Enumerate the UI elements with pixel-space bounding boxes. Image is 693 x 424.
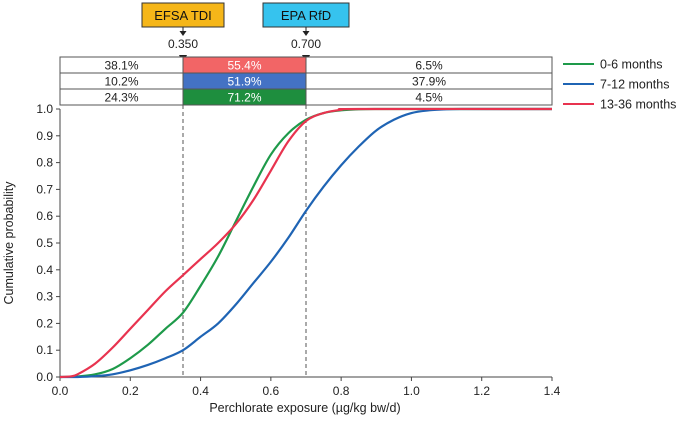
y-tick-label: 0.1 [36, 343, 53, 357]
table-cell-below-tdi: 10.2% [104, 75, 138, 89]
table-cell-below-tdi: 38.1% [104, 59, 138, 73]
series-line-7-12-months [59, 107, 552, 379]
efsa-tdi-callout-arrowhead [179, 31, 187, 36]
table-cell-above-rfd: 37.9% [412, 75, 446, 89]
y-tick-label: 0.8 [36, 156, 53, 170]
y-tick-label: 0.9 [36, 129, 53, 143]
summary-table: 38.1% 55.4% 6.5% 10.2% 51.9% 37.9% 24.3% 71.2% 4… [59, 56, 553, 106]
axes: 0.0 0.1 0.2 0.3 0.4 0.5 0.6 0.7 0.8 0.9 1.0 0.0 0.2 0… [36, 102, 560, 398]
table-band-fill [183, 89, 306, 105]
series-lines [59, 107, 553, 379]
legend-label: 0-6 months [600, 58, 663, 72]
y-tick-label: 1.0 [36, 102, 53, 116]
efsa-tdi-callout-box [141, 2, 225, 28]
table-cell-above-rfd: 4.5% [415, 91, 443, 105]
y-tick-label: 0.0 [36, 370, 53, 384]
y-tick-label: 0.7 [36, 182, 53, 196]
table-band-fill [183, 57, 306, 73]
efsa-tdi-value-label: 0.350 [168, 37, 198, 51]
x-tick-label: 0.6 [263, 384, 280, 398]
table-cell-between: 51.9% [227, 75, 261, 89]
x-tick-label: 1.4 [544, 384, 561, 398]
y-tick-label: 0.4 [36, 263, 53, 277]
reference-callouts: EFSA TDI 0.350 EPA RfD 0.700 [141, 2, 350, 63]
x-tick-label: 1.0 [403, 384, 420, 398]
y-tick-label: 0.5 [36, 236, 53, 250]
y-tick-label: 0.3 [36, 290, 53, 304]
epa-rfd-callout-label: EPA RfD [281, 8, 331, 23]
epa-rfd-callout-box [262, 2, 350, 28]
x-tick-label: 0.8 [333, 384, 350, 398]
legend-label: 13-36 months [600, 98, 676, 112]
table-cell-below-tdi: 24.3% [104, 91, 138, 105]
x-tick-label: 1.2 [473, 384, 490, 398]
y-axis-label: Cumulative probability [2, 181, 16, 305]
table-cell-between: 71.2% [227, 91, 261, 105]
x-tick-label: 0.4 [192, 384, 209, 398]
table-band-fill [183, 73, 306, 89]
x-tick-label: 0.0 [52, 384, 69, 398]
x-axis-label: Perchlorate exposure (µg/kg bw/d) [209, 401, 400, 415]
epa-rfd-callout-arrowhead [302, 31, 310, 36]
epa-rfd-value-label: 0.700 [291, 37, 321, 51]
legend-label: 7-12 months [600, 78, 669, 92]
y-tick-label: 0.6 [36, 209, 53, 223]
efsa-tdi-callout-label: EFSA TDI [154, 8, 212, 23]
y-tick-label: 0.2 [36, 316, 53, 330]
series-line-13-36-months [59, 107, 553, 379]
x-tick-label: 0.2 [122, 384, 139, 398]
table-cell-between: 55.4% [227, 59, 261, 73]
table-cell-above-rfd: 6.5% [415, 59, 443, 73]
legend: 0-6 months 7-12 months 13-36 months [563, 58, 676, 112]
